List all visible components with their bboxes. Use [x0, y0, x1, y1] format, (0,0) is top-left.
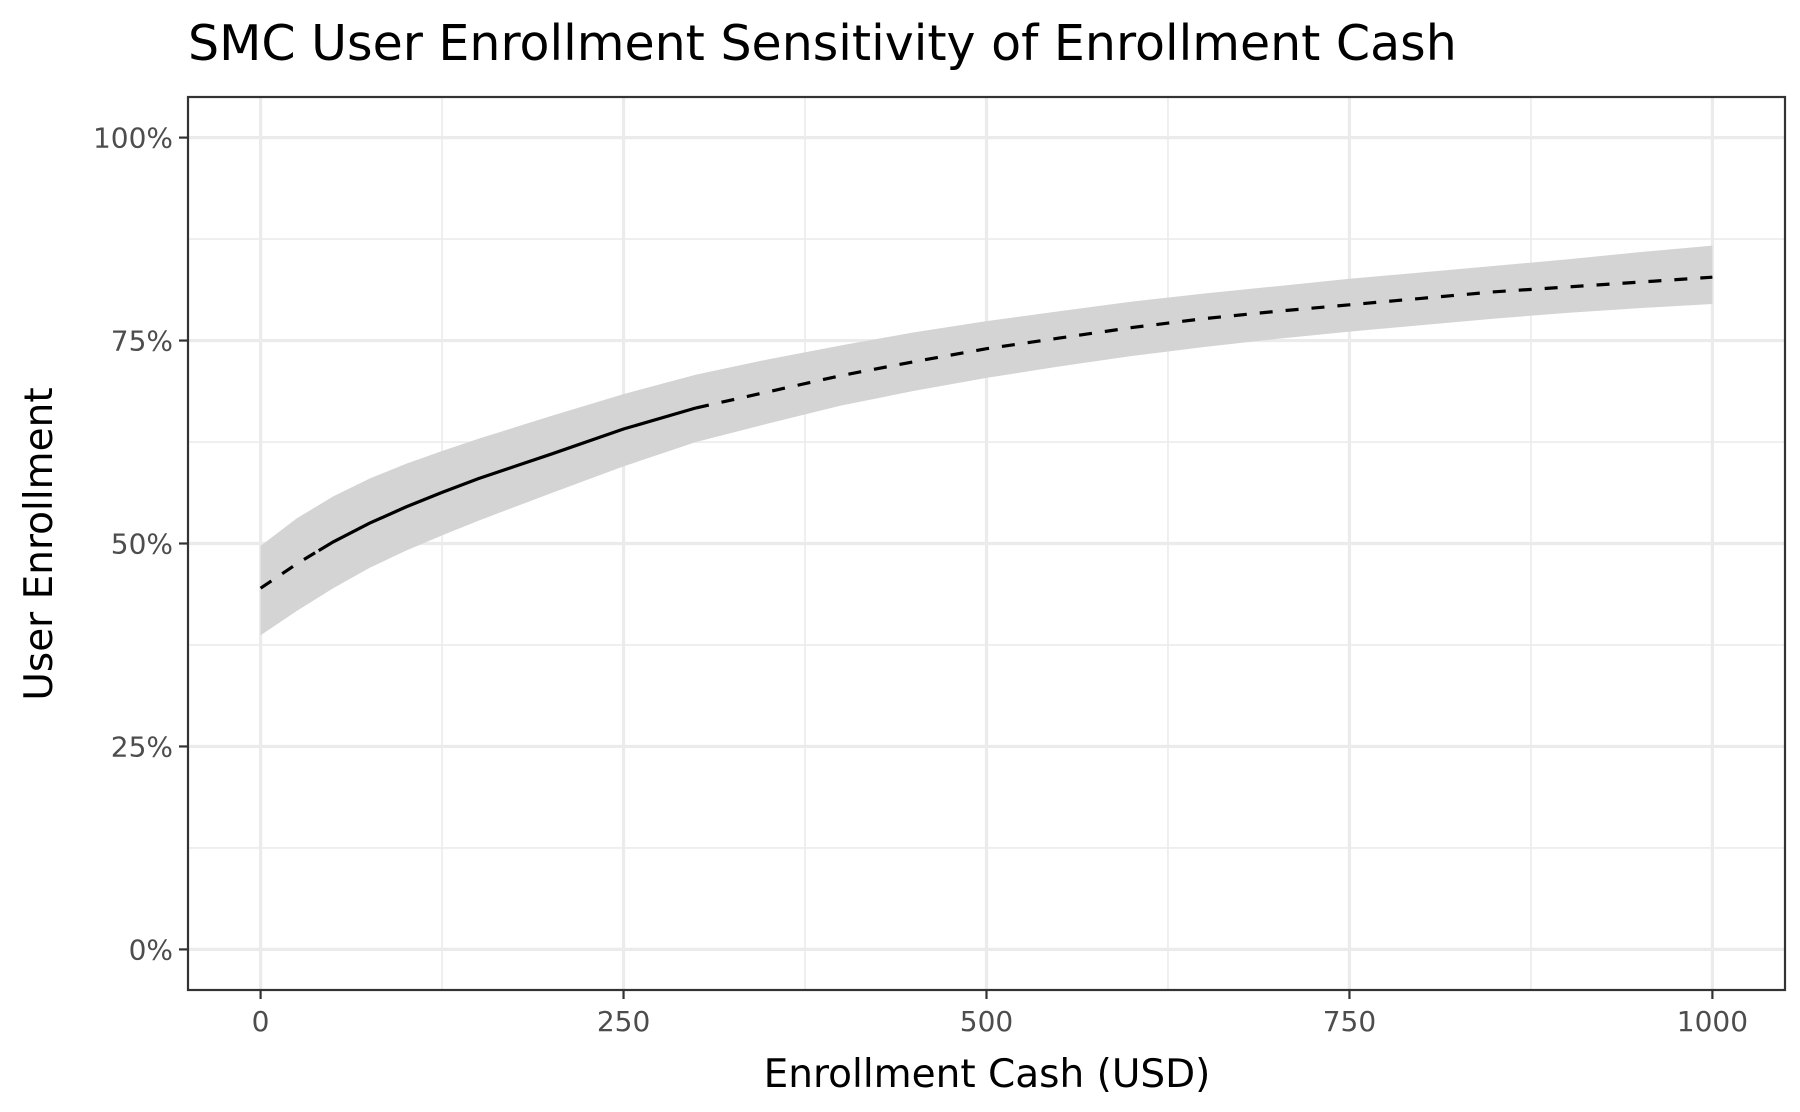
y-tick-label: 0%	[129, 933, 173, 966]
grid-layer	[188, 97, 1785, 990]
x-tick-label: 1000	[1677, 1005, 1748, 1038]
x-tick-label: 500	[960, 1005, 1013, 1038]
y-tick-label: 100%	[93, 122, 173, 155]
y-tick-label: 50%	[111, 528, 173, 561]
y-tick-label: 75%	[111, 325, 173, 358]
tick-layer: 0 250 500 750 1000 0% 25% 50% 75% 100%	[93, 122, 1748, 1038]
chart-title: SMC User Enrollment Sensitivity of Enrol…	[188, 15, 1457, 72]
x-tick-label: 250	[597, 1005, 650, 1038]
y-tick-label: 25%	[111, 730, 173, 763]
x-tick-label: 750	[1323, 1005, 1376, 1038]
fitted-line	[317, 406, 697, 552]
x-axis-title: Enrollment Cash (USD)	[764, 1052, 1211, 1097]
y-axis-title: User Enrollment	[17, 387, 62, 700]
x-tick-label: 0	[252, 1005, 270, 1038]
extrapolated-line-low	[259, 549, 320, 590]
confidence-band-layer	[260, 245, 1713, 636]
line-layer	[259, 275, 1713, 590]
confidence-band	[260, 245, 1713, 636]
